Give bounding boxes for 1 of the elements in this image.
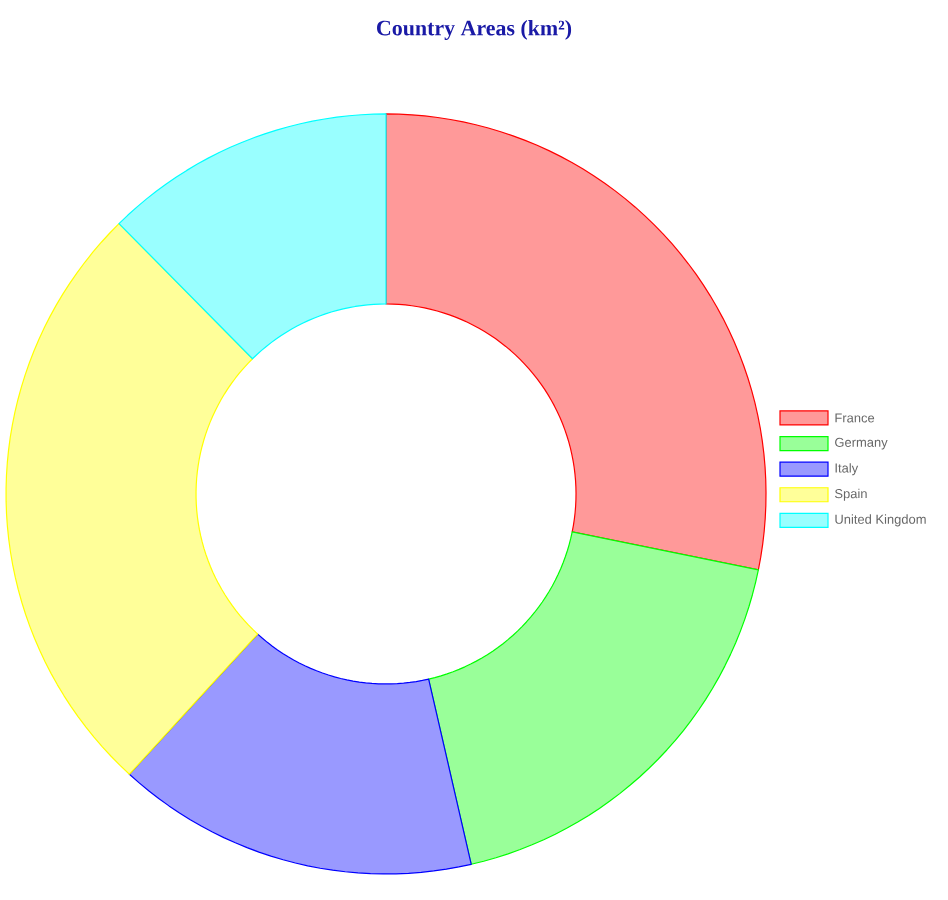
chart-title: Country Areas (km²) [377, 20, 572, 40]
